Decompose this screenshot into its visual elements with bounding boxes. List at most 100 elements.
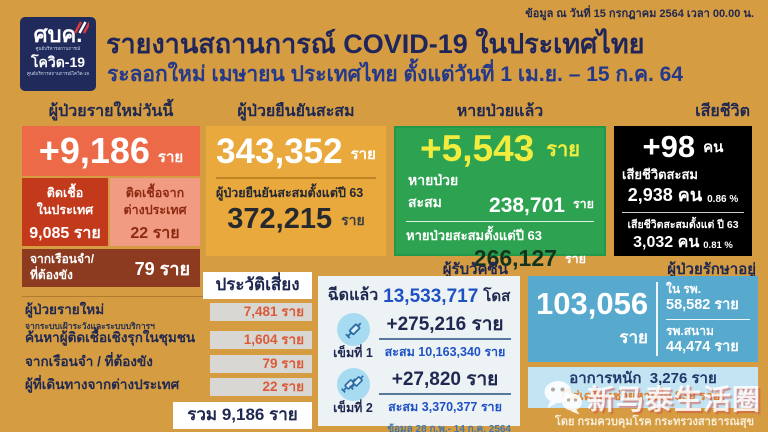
syringe-icon: [348, 375, 364, 390]
risk-total-box: รวม 9,186 ราย: [173, 402, 312, 429]
divider: [216, 176, 376, 179]
page-subtitle: ระลอกใหม่ เมษายน ประเทศไทย ตั้งแต่วันที่…: [107, 63, 684, 86]
recovered-cum-value: 238,701: [489, 193, 565, 217]
risk-row-value: 7,481 ราย: [210, 303, 312, 321]
deaths-unit: คน: [703, 139, 724, 156]
vaccine-total-value: 13,533,717: [383, 286, 479, 307]
field-hospital-label: รพ.สนาม: [666, 323, 714, 338]
thai-flag-icon: [73, 21, 89, 34]
domestic-cases-box: ติดเชื้อ ในประเทศ 9,085 ราย: [22, 178, 108, 246]
logo-subtext-top: ศูนย์บริหารสถานการณ์: [35, 46, 81, 51]
recovered-since63-label: หายป่วยสะสมตั้งแต่ปี 63: [406, 227, 543, 243]
risk-row-label: ค้นหาผู้ติดเชื้อเชิงรุกในชุมชน: [25, 330, 196, 345]
risk-row-label: จากเรือนจำ / ที่ต้องขัง: [25, 354, 153, 369]
hospital-label: ใน รพ.: [666, 281, 702, 296]
treating-panel: 103,056 ราย ใน รพ. 58,582 ราย รพ.สนาม 44…: [528, 276, 758, 362]
field-hospital-value: 44,474 ราย: [666, 338, 739, 355]
vaccine-total-label: ฉีดแล้ว: [327, 287, 379, 304]
risk-section-divider: [22, 296, 311, 297]
risk-row-abroad: ผู้ที่เดินทางจากต่างประเทศ 22 ราย: [25, 377, 312, 396]
recovered-cum-label: หายป่วยสะสม: [408, 171, 459, 210]
dose2-new-value: +27,820 ราย: [379, 368, 511, 395]
vaccine-dose1-row: เข็มที่ 1 +275,216 ราย สะสม 10,163,340 ร…: [327, 313, 511, 363]
cumulative-main-row: 343,352 ราย: [216, 133, 376, 171]
recovered-main-row: +5,543 ราย: [406, 128, 594, 169]
treating-unit: ราย: [619, 328, 648, 348]
risk-row-label: ผู้ป่วยรายใหม่: [25, 302, 105, 317]
recovered-value: +5,543: [420, 128, 535, 169]
abroad-label-1: ติดเชื้อจาก: [125, 186, 185, 200]
deaths-since63-label: เสียชีวิตสะสมตั้งแต่ ปี 63: [627, 218, 739, 231]
deaths-cum-value: 2,938 คน: [627, 185, 703, 205]
vaccine-dose2-row: เข็มที่ 2 +27,820 ราย สะสม 3,370,377 ราย: [327, 368, 511, 418]
divider: [622, 211, 744, 213]
recovered-since63-value: 266,127: [473, 244, 557, 271]
dose1-circle: [336, 313, 370, 346]
dose1-label: เข็มที่ 1: [333, 346, 373, 360]
hospital-value: 58,582 ราย: [666, 297, 739, 314]
vaccine-data-range: ข้อมูล 28 ก.พ.- 14 ก.ค. 2564: [387, 424, 511, 432]
deaths-cum-percent: 0.86 %: [707, 193, 739, 205]
abroad-label-2: ต่างประเทศ: [123, 202, 187, 217]
logo-subtext-bottom: ศูนย์บริหารสถานการณ์โควิด-19: [26, 70, 90, 76]
new-cases-panel: ผู้ป่วยรายใหม่วันนี้ +9,186 ราย ติดเชื้อ…: [22, 100, 200, 287]
risk-history-header: ประวัติเสี่ยง: [203, 272, 312, 299]
cumulative-since63-value: 372,215: [227, 202, 333, 235]
deaths-panel: เสียชีวิต +98 คน เสียชีวิตสะสม 2,938 คน …: [614, 100, 752, 256]
dose2-numbers: +27,820 ราย สะสม 3,370,377 ราย: [379, 368, 511, 418]
deaths-since63-percent: 0.81 %: [703, 239, 733, 251]
recovered-since63-unit: ราย: [564, 252, 586, 267]
deaths-since63-row: 3,032 คน 0.81 %: [622, 233, 744, 253]
divider: [666, 318, 750, 320]
prison-label-2: ที่ต้องขัง: [30, 268, 73, 282]
divider: [406, 220, 594, 222]
severe-cases-row: อาการหนัก 3,276 ราย: [528, 369, 758, 389]
vaccine-total-row: ฉีดแล้ว 13,533,717 โดส: [327, 283, 511, 308]
vaccine-panel: ฉีดแล้ว 13,533,717 โดส เข็มที่ 1: [318, 276, 520, 432]
recovered-unit: ราย: [546, 138, 580, 161]
dose2-label: เข็มที่ 2: [333, 401, 373, 415]
risk-row-value: 1,604 ราย: [210, 331, 312, 349]
prison-label-1: จากเรือนจำ/: [30, 252, 95, 267]
deaths-main-row: +98 คน: [622, 131, 744, 162]
treating-header: ผู้ป่วยรักษาอยู่: [667, 261, 756, 278]
recovered-cum-unit: ราย: [572, 196, 594, 211]
vaccine-header: ผู้รับวัคซีน: [442, 261, 508, 278]
cumulative-cases-panel: ผู้ป่วยยืนยันสะสม 343,352 ราย ผู้ป่วยยืน…: [206, 100, 386, 256]
prison-cases-box: จากเรือนจำ/ ที่ต้องขัง 79 ราย: [22, 249, 200, 287]
dose2-circle: [336, 368, 370, 401]
cumulative-unit: ราย: [350, 145, 376, 163]
credit-line: โดย กรมควบคุมโรค กระทรวงสาธารณสุข: [554, 416, 754, 428]
treating-breakdown: ใน รพ. 58,582 ราย รพ.สนาม 44,474 ราย: [658, 282, 758, 356]
prison-value: 79 ราย: [134, 258, 190, 279]
recovered-panel: หายป่วยแล้ว +5,543 ราย หายป่วยสะสม 238,7…: [394, 100, 606, 271]
abroad-cases-box: ติดเชื้อจาก ต่างประเทศ 22 ราย: [110, 178, 200, 246]
new-cases-value: +9,186: [38, 130, 150, 171]
risk-row-sublabel: จากระบบเฝ้าระวังและระบบบริการฯ: [25, 321, 155, 332]
new-cases-unit: ราย: [157, 149, 184, 166]
deaths-since63-value: 3,032 คน: [633, 233, 700, 251]
vertical-divider: [656, 282, 658, 356]
cumulative-since63-row: 372,215 ราย: [216, 203, 376, 236]
dose1-cum-value: สะสม 10,163,340 ราย: [384, 344, 506, 359]
deaths-header: เสียชีวิต: [695, 103, 750, 120]
dose1-icon-column: เข็มที่ 1: [327, 313, 379, 363]
prison-label: จากเรือนจำ/ ที่ต้องขัง: [30, 252, 94, 283]
risk-row-prison: จากเรือนจำ / ที่ต้องขัง 79 ราย: [25, 354, 312, 373]
risk-row-value: 79 ราย: [210, 355, 312, 373]
dose2-icon-column: เข็มที่ 2: [327, 368, 379, 418]
recovered-cumulative-row: หายป่วยสะสม 238,701 ราย: [406, 170, 594, 216]
domestic-label-2: ในประเทศ: [36, 202, 94, 217]
domestic-value: 9,085 ราย: [29, 224, 101, 242]
domestic-label-1: ติดเชื้อ: [46, 186, 84, 200]
severe-value: 3,276 ราย: [649, 370, 717, 387]
dose1-new-value: +275,216 ราย: [379, 313, 511, 340]
cumulative-since63-unit: ราย: [341, 212, 365, 229]
dose1-numbers: +275,216 ราย สะสม 10,163,340 ราย: [379, 313, 511, 363]
ccsa-logo: ศบค. ศูนย์บริหารสถานการณ์ โควิด-19 ศูนย์…: [20, 17, 96, 91]
deaths-cum-label: เสียชีวิตสะสม: [622, 167, 698, 182]
risk-row-label: ผู้ที่เดินทางจากต่างประเทศ: [25, 377, 180, 392]
recovered-value-box: +5,543 ราย หายป่วยสะสม 238,701 ราย หายป่…: [394, 126, 606, 271]
ventilator-value: (ใส่เครื่องช่วยหายใจ 839 ราย): [561, 389, 725, 404]
data-as-of-date: ข้อมูล ณ วันที่ 15 กรกฎาคม 2564 เวลา 00.…: [525, 8, 754, 20]
